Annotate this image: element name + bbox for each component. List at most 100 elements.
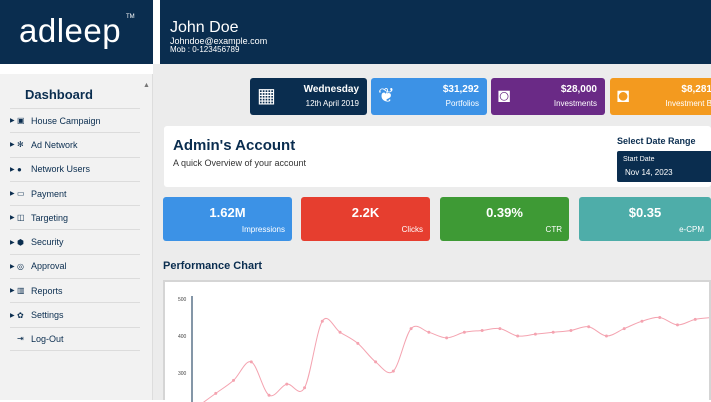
data-point[interactable]	[267, 393, 271, 397]
data-point[interactable]	[214, 391, 218, 395]
data-point[interactable]	[285, 382, 289, 386]
data-point[interactable]	[338, 330, 342, 334]
logout-icon: ⇥	[17, 334, 24, 344]
investment-b-label: Investment B	[665, 99, 711, 108]
ad-network-icon: ✻	[17, 140, 24, 150]
ctr-card[interactable]: 0.39% CTR	[440, 197, 569, 241]
y-tick-label: 300	[178, 371, 187, 377]
start-date-value: Nov 14, 2023	[625, 168, 673, 177]
user-mobile: Mob : 0-123456789	[170, 45, 240, 54]
y-tick-label: 500	[178, 297, 187, 303]
gear-icon: ✿	[17, 310, 24, 320]
data-point[interactable]	[356, 341, 360, 345]
data-point[interactable]	[551, 330, 555, 334]
metric-label: CTR	[545, 225, 562, 234]
sidebar-item-label: Reports	[31, 285, 63, 296]
data-point[interactable]	[498, 327, 502, 331]
data-point[interactable]	[587, 325, 591, 329]
data-point[interactable]	[427, 330, 431, 334]
sidebar-item-targeting[interactable]: ▶ ◫ Targeting	[10, 205, 140, 229]
sidebar-item-label: Ad Network	[31, 139, 78, 150]
sidebar-item-payment[interactable]: ▶ ▭ Payment	[10, 180, 140, 205]
start-date-picker[interactable]: Start Date Nov 14, 2023	[617, 151, 711, 182]
caret-right-icon: ▶	[10, 288, 15, 295]
page-title: Admin's Account	[173, 137, 296, 154]
sidebar-title[interactable]: Dashboard	[25, 87, 93, 102]
metric-value: 2.2K	[351, 205, 380, 220]
data-point[interactable]	[445, 336, 449, 340]
sidebar-item-settings[interactable]: ▶ ✿ Settings	[10, 302, 140, 326]
page-subtitle: A quick Overview of your account	[173, 158, 307, 168]
data-point[interactable]	[320, 319, 324, 323]
data-point[interactable]	[533, 332, 537, 336]
impressions-card[interactable]: 1.62M Impressions	[163, 197, 292, 241]
data-point[interactable]	[675, 323, 679, 327]
clicks-card[interactable]: 2.2K Clicks	[301, 197, 430, 241]
data-point[interactable]	[462, 330, 466, 334]
data-point[interactable]	[693, 317, 697, 321]
sidebar-item-reports[interactable]: ▶ ▥ Reports	[10, 278, 140, 302]
logo[interactable]: adleep TM	[0, 0, 153, 64]
sidebar-item-house-campaign[interactable]: ▶ ▣ House Campaign	[10, 108, 140, 132]
data-point[interactable]	[569, 328, 573, 332]
investments-value: $28,000	[560, 84, 597, 95]
data-point[interactable]	[303, 386, 307, 390]
sidebar-item-label: Approval	[31, 261, 67, 272]
data-point[interactable]	[374, 360, 378, 364]
sidebar-item-network-users[interactable]: ▶ ● Network Users	[10, 156, 140, 181]
caret-up-icon[interactable]: ▲	[143, 82, 150, 89]
sidebar-item-approval[interactable]: ▶ ◎ Approval	[10, 253, 140, 278]
sidebar-item-ad-network[interactable]: ▶ ✻ Ad Network	[10, 132, 140, 156]
plant-icon: ❦	[378, 85, 395, 107]
data-point[interactable]	[622, 327, 626, 331]
metric-value: 0.39%	[486, 205, 523, 220]
house-campaign-icon: ▣	[17, 116, 25, 126]
security-icon: ⬢	[17, 237, 24, 247]
date-range-label: Select Date Range	[617, 136, 696, 146]
data-point[interactable]	[658, 316, 662, 319]
data-point[interactable]	[409, 327, 413, 331]
performance-chart-title: Performance Chart	[163, 260, 263, 272]
caret-right-icon: ▶	[10, 263, 15, 270]
portfolios-card[interactable]: ❦ $31,292 Portfolios	[371, 78, 487, 115]
sidebar-item-label: House Campaign	[31, 115, 101, 126]
sidebar-item-security[interactable]: ▶ ⬢ Security	[10, 229, 140, 253]
logo-text: adleep	[19, 12, 122, 49]
series-line	[203, 316, 709, 402]
caret-right-icon: ▶	[10, 166, 15, 173]
ecpm-card[interactable]: $0.35 e-CPM	[579, 197, 711, 241]
caret-right-icon: ▶	[10, 239, 15, 246]
investments-label: Investments	[553, 99, 597, 108]
main-content: ▦ Wednesday 12th April 2019 ❦ $31,292 Po…	[153, 64, 711, 402]
data-point[interactable]	[640, 319, 644, 323]
data-point[interactable]	[516, 334, 520, 338]
money-icon: ◘	[617, 85, 630, 107]
caret-right-icon: ▶	[10, 215, 15, 222]
investments-card[interactable]: ◙ $28,000 Investments	[491, 78, 605, 115]
metric-value: 1.62M	[209, 205, 246, 220]
data-point[interactable]	[232, 378, 236, 382]
data-point[interactable]	[604, 334, 608, 338]
user-email: Johndoe@example.com	[170, 36, 268, 46]
user-name: John Doe	[170, 19, 239, 36]
metric-label: Clicks	[401, 225, 423, 234]
investment-b-value: $8,281	[681, 84, 711, 95]
data-point[interactable]	[391, 369, 395, 373]
data-point[interactable]	[480, 328, 484, 332]
top-bar: adleep TM John Doe Johndoe@example.com M…	[0, 0, 711, 64]
sidebar-menu: ▶ ▣ House Campaign ▶ ✻ Ad Network ▶ ● Ne…	[10, 108, 140, 351]
start-date-label: Start Date	[623, 156, 655, 163]
caret-right-icon: ▶	[10, 312, 15, 319]
performance-chart: 500 400 300	[163, 280, 711, 402]
reports-icon: ▥	[17, 286, 25, 296]
sidebar-item-label: Settings	[31, 310, 64, 321]
caret-right-icon: ▶	[10, 191, 15, 198]
data-point[interactable]	[249, 360, 253, 364]
investment-b-card[interactable]: ◘ $8,281 Investment B	[610, 78, 711, 115]
admin-account-card: Admin's Account A quick Overview of your…	[164, 126, 711, 187]
trademark: TM	[126, 14, 135, 20]
sidebar-item-logout[interactable]: ⇥ Log-Out	[10, 326, 140, 351]
y-tick-label: 400	[178, 334, 187, 340]
payment-icon: ▭	[17, 189, 25, 199]
user-header: John Doe Johndoe@example.com Mob : 0-123…	[160, 0, 711, 64]
